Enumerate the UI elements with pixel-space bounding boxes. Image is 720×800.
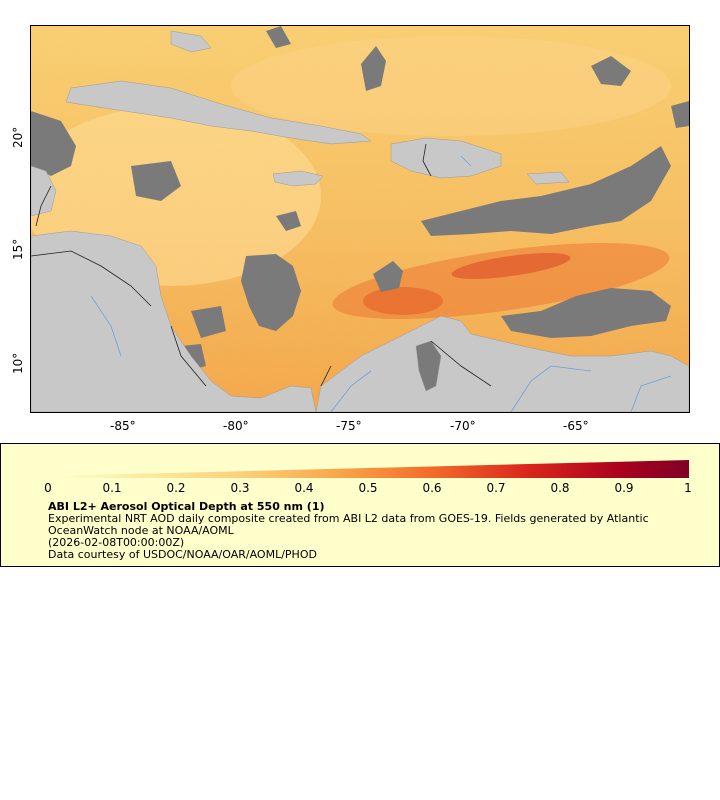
colorbar-label: 0.4 <box>294 481 314 495</box>
legend-description: Experimental NRT AOD daily composite cre… <box>48 512 649 537</box>
high-aod-gulf <box>363 287 443 315</box>
land-masses <box>31 30 689 412</box>
colorbar-ramp <box>48 460 689 478</box>
hispaniola <box>390 137 502 179</box>
colorbar-label: 0.7 <box>486 481 506 495</box>
lon-tick-label: -80° <box>223 419 249 433</box>
colorbar-label: 0.6 <box>422 481 442 495</box>
map-area[interactable] <box>30 25 690 413</box>
lon-tick-label: -75° <box>336 419 362 433</box>
bahamas <box>170 30 212 53</box>
aod-map <box>31 26 689 412</box>
lon-tick-label: -85° <box>110 419 136 433</box>
high-aod-band <box>332 243 670 319</box>
jamaica <box>272 170 324 187</box>
puerto-rico <box>526 171 570 185</box>
rivers <box>90 155 672 412</box>
cuba <box>65 80 372 145</box>
legend-credit: Data courtesy of USDOC/NOAA/OAR/AOML/PHO… <box>48 548 317 561</box>
lon-tick-label: -65° <box>563 419 589 433</box>
colorbar <box>48 460 689 478</box>
south-america <box>315 315 689 412</box>
colorbar-label: 0.2 <box>166 481 186 495</box>
lat-tick-label: 20° <box>11 126 25 148</box>
colorbar-label: 0.5 <box>358 481 378 495</box>
yucatan <box>31 165 57 217</box>
colorbar-label: 0.8 <box>550 481 570 495</box>
legend-timestamp: (2026-02-08T00:00:00Z) <box>48 536 185 549</box>
legend-text: ABI L2+ Aerosol Optical Depth at 550 nm … <box>48 501 688 561</box>
colorbar-label: 0.9 <box>614 481 634 495</box>
central-america <box>31 230 317 412</box>
legend-panel: 0 0.1 0.2 0.3 0.4 0.5 0.6 0.7 0.8 0.9 1 … <box>0 443 720 567</box>
colorbar-label: 0 <box>44 481 52 495</box>
no-data-regions <box>31 26 689 371</box>
lon-tick-label: -70° <box>450 419 476 433</box>
lat-tick-label: 15° <box>11 238 25 260</box>
colorbar-label: 0.1 <box>102 481 122 495</box>
high-aod-core <box>451 253 571 279</box>
lat-tick-label: 10° <box>11 352 25 374</box>
legend-title: ABI L2+ Aerosol Optical Depth at 550 nm … <box>48 500 325 513</box>
colorbar-label: 1 <box>684 481 692 495</box>
colorbar-label: 0.3 <box>230 481 250 495</box>
country-borders <box>31 143 492 387</box>
